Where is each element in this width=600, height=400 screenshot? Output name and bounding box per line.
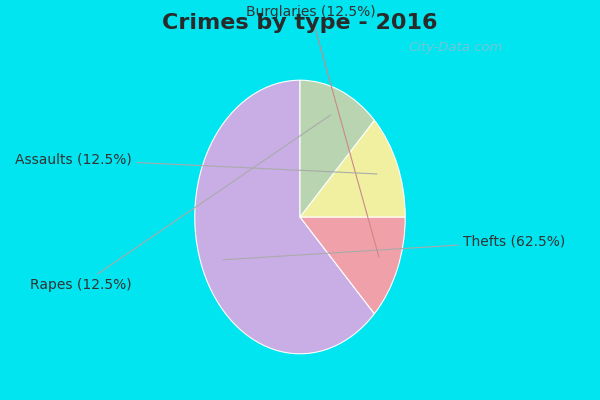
Wedge shape [300,80,374,217]
Text: Crimes by type - 2016: Crimes by type - 2016 [162,13,438,33]
Text: Burglaries (12.5%): Burglaries (12.5%) [246,5,379,257]
Text: Thefts (62.5%): Thefts (62.5%) [223,235,565,260]
Wedge shape [195,80,374,354]
Wedge shape [300,217,405,314]
Text: Rapes (12.5%): Rapes (12.5%) [30,115,331,292]
Text: Assaults (12.5%): Assaults (12.5%) [15,152,377,174]
Wedge shape [300,120,405,217]
Text: City-Data.com: City-Data.com [409,42,503,54]
